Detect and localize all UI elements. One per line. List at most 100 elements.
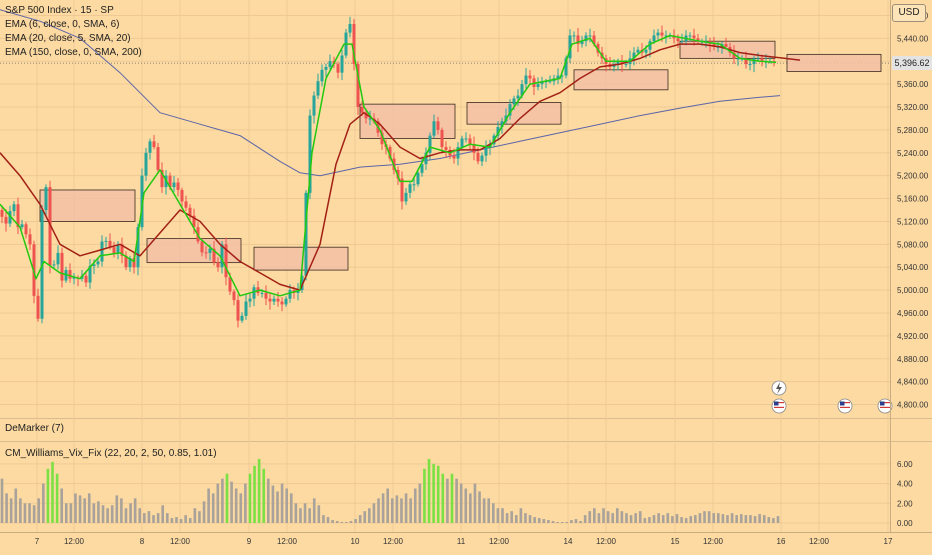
- candle-body: [660, 32, 664, 36]
- candle-body: [460, 138, 464, 148]
- lightning-icon[interactable]: [771, 380, 787, 396]
- candle-body: [336, 64, 340, 73]
- vix-bar: [147, 511, 151, 523]
- candle-body: [108, 240, 112, 248]
- y-tick-label: 4,960.00: [897, 309, 929, 318]
- candle-body: [308, 115, 312, 193]
- candle-body: [724, 44, 728, 47]
- candle-body: [128, 258, 132, 268]
- vix-bar: [74, 493, 77, 523]
- candle-body: [0, 210, 4, 217]
- vix-bar: [482, 498, 486, 523]
- vix-bar: [501, 508, 504, 523]
- y-tick-label: 5,000.00: [897, 286, 929, 295]
- vix-bar: [758, 514, 761, 523]
- candle-body: [556, 75, 560, 79]
- pane-separator: [0, 441, 932, 442]
- candle-body: [52, 264, 56, 266]
- vix-bar: [372, 503, 376, 523]
- vix-bar: [262, 468, 266, 523]
- vix-y-tick-label: 2.00: [897, 499, 913, 508]
- vix-bar: [23, 503, 27, 523]
- vix-bar: [267, 478, 270, 523]
- price-axis-border: [890, 0, 891, 532]
- vix-fix-label[interactable]: CM_Williams_Vix_Fix (22, 20, 2, 50, 0.85…: [5, 448, 217, 459]
- vix-bar: [143, 513, 146, 523]
- legend-ema-mid[interactable]: EMA (20, close, 5, SMA, 20): [5, 33, 131, 44]
- vix-bar: [14, 488, 18, 523]
- candle-body: [92, 264, 96, 267]
- vix-y-tick-label: 0.00: [897, 519, 913, 528]
- candle-body: [476, 152, 480, 162]
- candle-body: [648, 41, 652, 50]
- legend-ema-slow[interactable]: EMA (150, close, 0, SMA, 200): [5, 47, 142, 58]
- candle-body: [540, 81, 544, 85]
- events[interactable]: [771, 380, 893, 414]
- y-tick-label: 5,320.00: [897, 103, 929, 112]
- x-tick-label: 12:00: [489, 537, 510, 546]
- vix-bar: [390, 498, 394, 523]
- vix-bar: [767, 517, 771, 523]
- vix-bar: [611, 513, 614, 523]
- vix-bar: [772, 518, 775, 523]
- x-tick-label: 9: [247, 537, 252, 546]
- vix-bar: [133, 498, 137, 523]
- currency-button[interactable]: USD: [892, 4, 926, 22]
- candle-body: [328, 61, 332, 67]
- zone-box: [253, 246, 349, 271]
- y-tick-label: 4,840.00: [897, 378, 929, 387]
- vix-bar: [432, 463, 435, 523]
- vix-bar: [652, 515, 656, 523]
- vix-bar: [744, 515, 748, 523]
- us-flag-icon[interactable]: [877, 398, 893, 414]
- candle-body: [276, 298, 280, 302]
- vix-bar: [684, 518, 688, 523]
- vix-bar: [588, 511, 592, 523]
- candle-body: [144, 152, 148, 176]
- vix-bar: [446, 478, 449, 523]
- vix-bar: [55, 473, 59, 523]
- candle-body: [72, 277, 76, 279]
- vix-bar: [358, 515, 362, 523]
- candle-body: [760, 58, 764, 62]
- y-tick-label: 5,280.00: [897, 126, 929, 135]
- vix-bar: [514, 515, 518, 523]
- candle-body: [456, 147, 460, 159]
- vix-bar: [551, 521, 555, 523]
- vix-bar: [276, 491, 279, 523]
- candle-body: [240, 315, 244, 321]
- candle-body: [68, 270, 72, 279]
- candle-body: [436, 121, 440, 130]
- candle-body: [224, 244, 228, 278]
- zone-box: [573, 69, 669, 91]
- candle-body: [24, 224, 28, 235]
- vix-bar: [556, 522, 559, 523]
- y-tick-label: 5,360.00: [897, 80, 929, 89]
- vix-bar: [308, 508, 311, 523]
- us-flag-icon[interactable]: [837, 398, 853, 414]
- vix-bar: [505, 513, 509, 523]
- vix-bar: [188, 518, 192, 523]
- vix-bar: [597, 513, 601, 523]
- vix-bar: [211, 493, 215, 523]
- vix-bar: [464, 488, 468, 523]
- candle-body: [564, 58, 568, 76]
- ema-layer: [0, 34, 801, 297]
- legend-ema-fast[interactable]: EMA (6, close, 0, SMA, 6): [5, 19, 120, 30]
- vix-bar: [335, 521, 339, 523]
- us-flag-icon[interactable]: [771, 398, 787, 414]
- vix-bar: [602, 508, 605, 523]
- vix-bar: [730, 513, 734, 523]
- vix-bar: [253, 465, 256, 523]
- candle-body: [8, 211, 12, 224]
- vix-bar: [248, 473, 252, 523]
- vix-bar: [418, 483, 422, 523]
- demarker-label[interactable]: DeMarker (7): [5, 423, 64, 434]
- vix-bar: [496, 508, 500, 523]
- legend-title[interactable]: S&P 500 Index · 15 · SP: [5, 5, 114, 16]
- candle-body: [312, 95, 316, 116]
- candle-body: [404, 192, 408, 202]
